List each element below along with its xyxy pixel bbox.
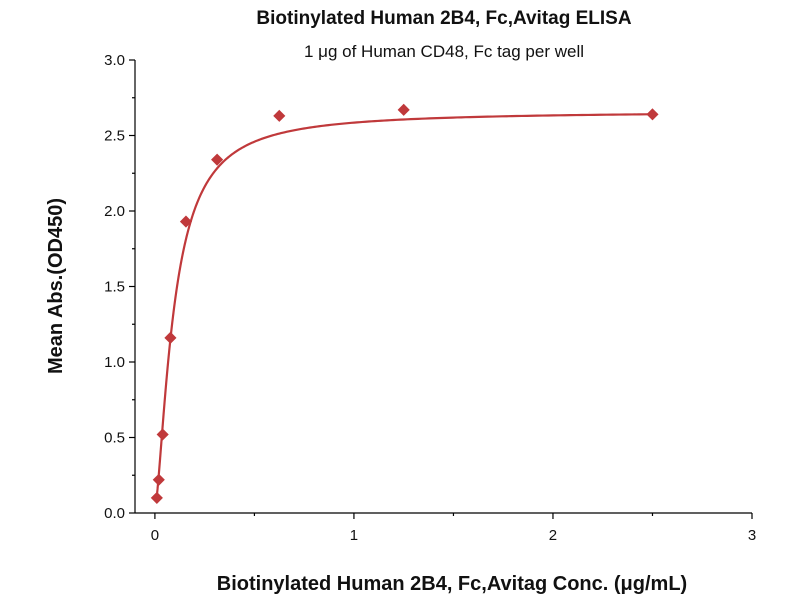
- y-tick-label: 3.0: [104, 52, 125, 69]
- data-point: [152, 473, 165, 486]
- chart-subtitle: 1 μg of Human CD48, Fc tag per well: [304, 42, 584, 61]
- data-points-layer: [150, 103, 659, 504]
- x-tick-label: 0: [151, 527, 159, 544]
- data-point: [211, 153, 224, 166]
- data-point: [646, 108, 659, 121]
- data-point: [179, 215, 193, 228]
- y-tick-label: 2.5: [104, 128, 125, 145]
- data-point: [156, 428, 169, 441]
- data-point: [397, 103, 410, 116]
- data-point: [150, 491, 163, 504]
- x-tick-label: 2: [549, 527, 557, 544]
- y-tick-label: 1.0: [104, 354, 125, 371]
- fit-curve-layer: [155, 113, 653, 497]
- y-tick-label: 0.0: [104, 505, 125, 522]
- chart-title: Biotinylated Human 2B4, Fc,Avitag ELISA: [256, 8, 631, 29]
- x-tick-label: 1: [350, 527, 358, 544]
- x-tick-label: 3: [748, 527, 756, 544]
- y-tick-label: 2.0: [104, 203, 125, 220]
- y-tick-label: 1.5: [104, 279, 125, 296]
- axes: 0.0 0.5 1.0 1.5 2.0 2.5 3.0 0 1 2 3: [104, 52, 756, 544]
- data-point: [273, 109, 286, 122]
- y-axis-label: Mean Abs.(OD450): [45, 198, 67, 374]
- x-axis-label: Biotinylated Human 2B4, Fc,Avitag Conc. …: [217, 573, 687, 595]
- y-tick-label: 0.5: [104, 430, 125, 447]
- fit-curve: [155, 113, 653, 497]
- data-point: [164, 331, 177, 344]
